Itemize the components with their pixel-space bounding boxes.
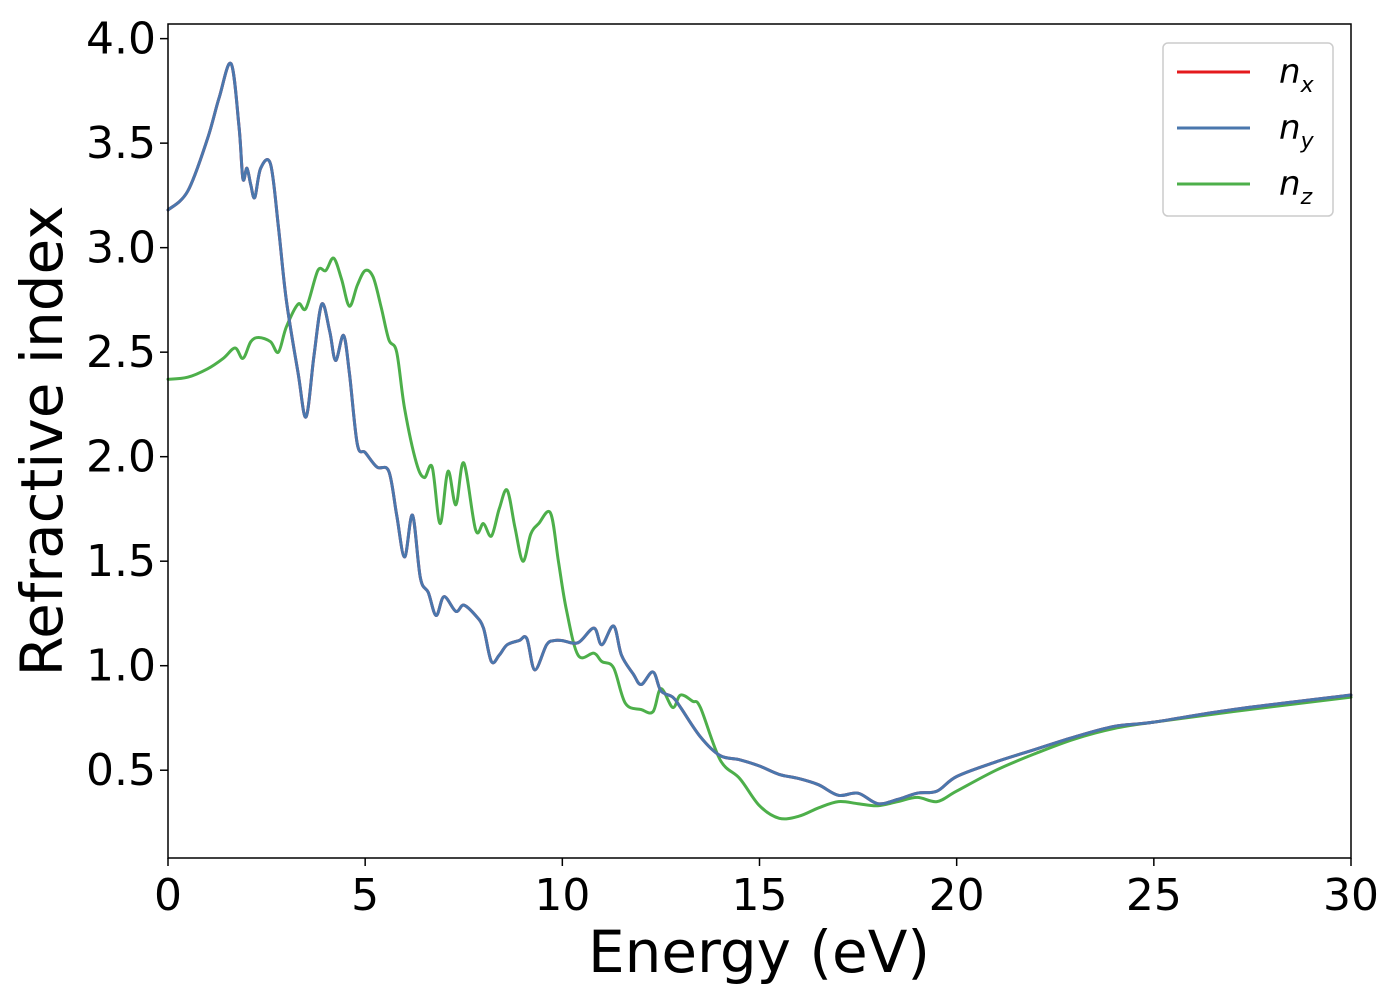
- y-tick-label: 1.0: [86, 641, 156, 692]
- legend: nx ny nz: [1162, 42, 1334, 217]
- y-tick-label: 2.5: [86, 327, 156, 378]
- y-tick-label: 0.5: [86, 745, 156, 796]
- series-layer: [166, 61, 1353, 821]
- x-tick-label: 25: [1126, 870, 1182, 921]
- x-tick-label: 15: [732, 870, 788, 921]
- series-line-y: [166, 61, 1353, 806]
- x-axis-ticks: 0 5 10 15 20 25 30: [154, 858, 1379, 921]
- legend-label-y: ny: [1279, 108, 1315, 154]
- legend-label-z: nz: [1279, 164, 1313, 210]
- x-tick-label: 10: [534, 870, 590, 921]
- y-tick-label: 4.0: [86, 14, 156, 65]
- x-tick-label: 30: [1323, 870, 1379, 921]
- plot-area: [168, 24, 1351, 858]
- x-axis-label: Energy (eV): [588, 918, 930, 986]
- y-tick-label: 2.0: [86, 432, 156, 483]
- series-line-z: [166, 256, 1353, 821]
- y-axis-label: Refractive index: [8, 205, 76, 676]
- x-tick-label: 5: [351, 870, 379, 921]
- x-tick-label: 20: [929, 870, 985, 921]
- y-axis-ticks: 0.5 1.0 1.5 2.0 2.5 3.0 3.5 4.0: [86, 14, 168, 796]
- x-tick-label: 0: [154, 870, 182, 921]
- legend-label-x: nx: [1279, 52, 1315, 98]
- y-tick-label: 3.5: [86, 118, 156, 169]
- y-tick-label: 1.5: [86, 536, 156, 587]
- y-tick-label: 3.0: [86, 223, 156, 274]
